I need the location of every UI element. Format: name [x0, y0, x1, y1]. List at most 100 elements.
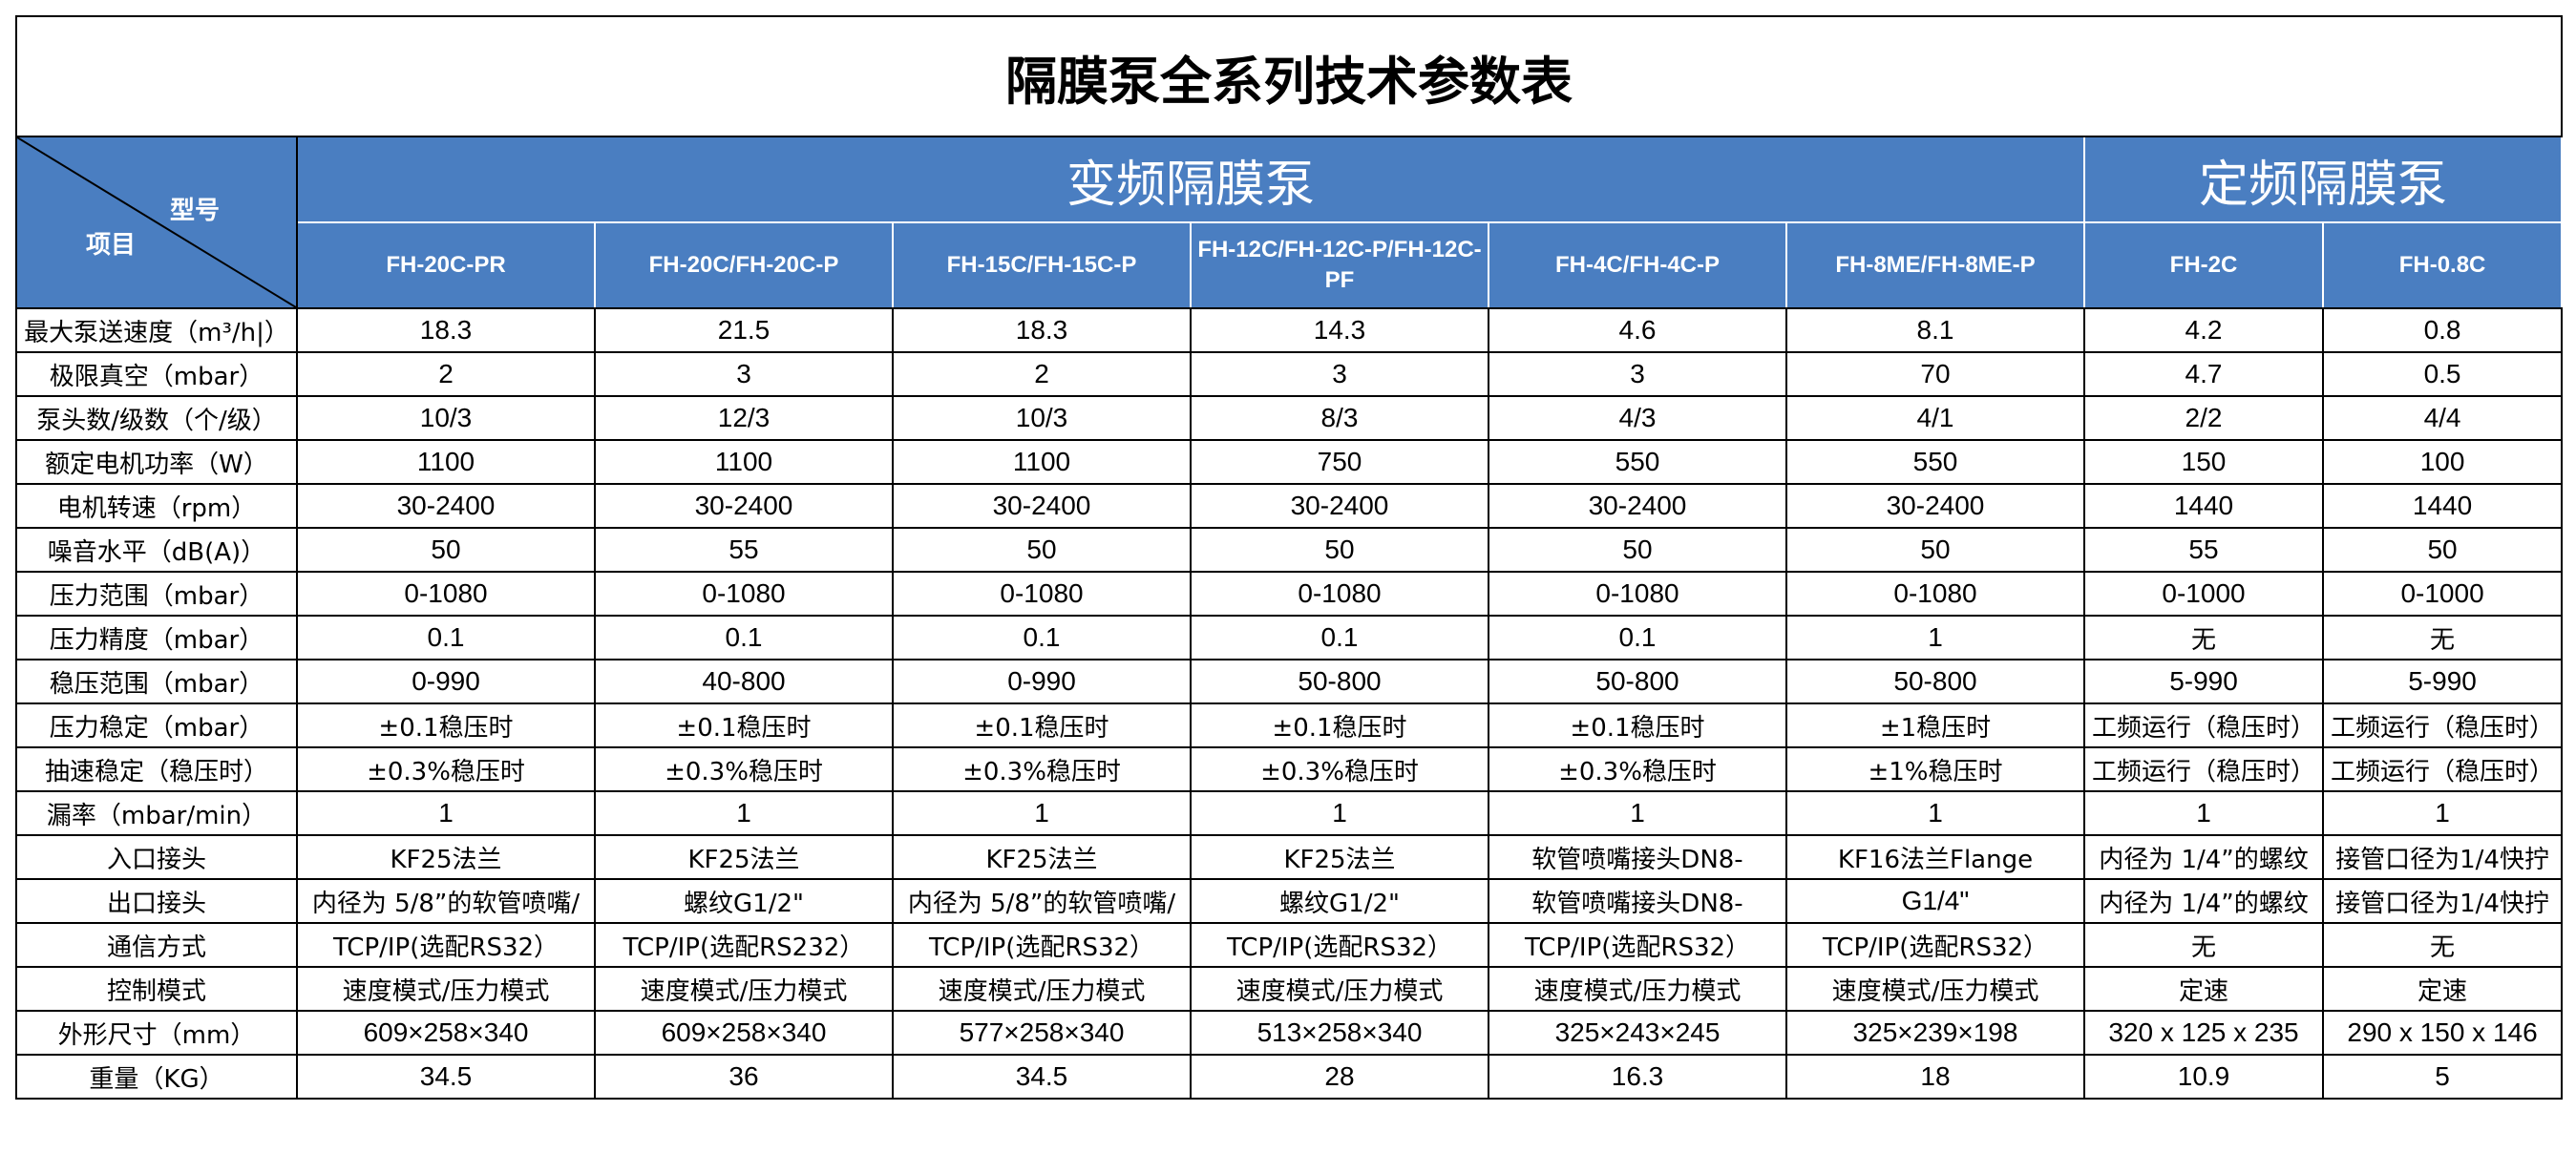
table-cell: 34.5	[296, 1054, 596, 1100]
table-cell: 无	[2321, 615, 2564, 660]
table-cell: KF25法兰	[296, 834, 596, 880]
table-cell: 0-1000	[2083, 571, 2324, 617]
table-cell: 5-990	[2083, 659, 2324, 704]
table-row: 电机转速（rpm） 30-2400 30-2400 30-2400 30-2400 30-…	[15, 483, 2564, 529]
row-label: 泵头数/级数（个/级）	[15, 395, 298, 441]
table-cell: 速度模式/压力模式	[892, 966, 1192, 1012]
table-cell: 定速	[2321, 966, 2564, 1012]
table-cell: 18	[1785, 1054, 2085, 1100]
table-cell: 速度模式/压力模式	[296, 966, 596, 1012]
row-label: 压力精度（mbar）	[15, 615, 298, 660]
table-cell: 0.1	[1190, 615, 1489, 660]
table-cell: 325×243×245	[1488, 1010, 1787, 1056]
row-label: 通信方式	[15, 922, 298, 968]
row-label: 重量（KG）	[15, 1054, 298, 1100]
table-cell: 接管口径为1/4快拧	[2321, 878, 2564, 924]
table-cell: 软管喷嘴接头DN8-	[1488, 878, 1787, 924]
model-header: FH-12C/FH-12C-P/FH-12C-PF	[1190, 221, 1489, 309]
table-row: 最大泵送速度（m³/h|） 18.3 21.5 18.3 14.3 4.6 8.1 4.2 0.…	[15, 307, 2564, 353]
table-cell: KF25法兰	[594, 834, 894, 880]
table-cell: 150	[2083, 439, 2324, 485]
table-cell: ±1稳压时	[1785, 702, 2085, 748]
spec-table: 隔膜泵全系列技术参数表 型号 项目 变频隔膜泵 定频隔膜泵 FH-20C-PR F…	[14, 15, 2564, 1100]
table-cell: 内径为 1/4”的螺纹	[2083, 834, 2324, 880]
corner-item-label: 项目	[86, 231, 137, 260]
table-row: 抽速稳定（稳压时） ±0.3%稳压时 ±0.3%稳压时 ±0.3%稳压时 ±0.3%稳压…	[15, 746, 2564, 792]
table-cell: 4/1	[1785, 395, 2085, 441]
table-cell: 速度模式/压力模式	[594, 966, 894, 1012]
row-label: 极限真空（mbar）	[15, 351, 298, 397]
table-cell: 10.9	[2083, 1054, 2324, 1100]
row-label: 漏率（mbar/min）	[15, 790, 298, 836]
table-row: 外形尺寸（mm） 609×258×340 609×258×340 577×258×34…	[15, 1010, 2564, 1056]
table-cell: 螺纹G1/2"	[1190, 878, 1489, 924]
table-cell: 50	[1785, 527, 2085, 573]
table-cell: 接管口径为1/4快拧	[2321, 834, 2564, 880]
table-cell: TCP/IP(选配RS32）	[1785, 922, 2085, 968]
table-cell: 0-1080	[296, 571, 596, 617]
table-cell: ±0.3%稳压时	[594, 746, 894, 792]
table-row: 额定电机功率（W） 1100 1100 1100 750 550 550 150 100	[15, 439, 2564, 485]
table-cell: 30-2400	[296, 483, 596, 529]
row-label: 压力稳定（mbar）	[15, 702, 298, 748]
table-cell: 速度模式/压力模式	[1785, 966, 2085, 1012]
table-cell: 0.1	[892, 615, 1192, 660]
table-cell: 12/3	[594, 395, 894, 441]
table-cell: 4.6	[1488, 307, 1787, 353]
table-cell: 50	[296, 527, 596, 573]
table-cell: 10/3	[296, 395, 596, 441]
table-cell: 3	[1488, 351, 1787, 397]
table-cell: 1100	[892, 439, 1192, 485]
model-header: FH-8ME/FH-8ME-P	[1785, 221, 2085, 309]
group-header-variable: 变频隔膜泵	[296, 136, 2085, 223]
table-cell: 1	[1190, 790, 1489, 836]
table-cell: 工频运行（稳压时）	[2321, 746, 2564, 792]
table-cell: 325×239×198	[1785, 1010, 2085, 1056]
table-cell: KF16法兰Flange	[1785, 834, 2085, 880]
table-row: 稳压范围（mbar） 0-990 40-800 0-990 50-800 50-800 50…	[15, 659, 2564, 704]
table-row: 压力精度（mbar） 0.1 0.1 0.1 0.1 0.1 1 无无	[15, 615, 2564, 660]
table-cell: 16.3	[1488, 1054, 1787, 1100]
table-cell: 30-2400	[1488, 483, 1787, 529]
table-cell: 无	[2083, 615, 2324, 660]
table-cell: 1	[1488, 790, 1787, 836]
table-cell: 工频运行（稳压时）	[2083, 702, 2324, 748]
table-cell: 21.5	[594, 307, 894, 353]
table-cell: 8/3	[1190, 395, 1489, 441]
table-cell: 4/4	[2321, 395, 2564, 441]
row-label: 外形尺寸（mm）	[15, 1010, 298, 1056]
table-cell: ±0.1稳压时	[296, 702, 596, 748]
table-cell: 18.3	[892, 307, 1192, 353]
model-header: FH-15C/FH-15C-P	[892, 221, 1192, 309]
table-row: 噪音水平（dB(A)） 50 55 50 50 50 50 55 50	[15, 527, 2564, 573]
table-cell: 50-800	[1190, 659, 1489, 704]
model-header: FH-20C/FH-20C-P	[594, 221, 894, 309]
table-row: 压力稳定（mbar） ±0.1稳压时 ±0.1稳压时 ±0.1稳压时 ±0.1稳压时 ±0…	[15, 702, 2564, 748]
table-cell: 无	[2083, 922, 2324, 968]
page-title: 隔膜泵全系列技术参数表	[14, 15, 2564, 137]
model-header: FH-0.8C	[2321, 221, 2564, 309]
model-header: FH-4C/FH-4C-P	[1488, 221, 1787, 309]
table-cell: 0-990	[296, 659, 596, 704]
table-cell: 8.1	[1785, 307, 2085, 353]
table-cell: ±0.1稳压时	[892, 702, 1192, 748]
table-cell: 1	[892, 790, 1192, 836]
row-label: 最大泵送速度（m³/h|）	[15, 307, 298, 353]
table-cell: 30-2400	[594, 483, 894, 529]
table-cell: 550	[1785, 439, 2085, 485]
table-cell: 0-1080	[1785, 571, 2085, 617]
row-label: 额定电机功率（W）	[15, 439, 298, 485]
row-label: 噪音水平（dB(A)）	[15, 527, 298, 573]
table-cell: 1	[1785, 615, 2085, 660]
table-cell: 320 x 125 x 235	[2083, 1010, 2324, 1056]
table-cell: 55	[594, 527, 894, 573]
table-cell: 4.2	[2083, 307, 2324, 353]
table-cell: 2	[296, 351, 596, 397]
table-row: 出口接头 内径为 5/8”的软管喷嘴/螺纹G1/2" 内径为 5/8”的软管喷嘴/螺…	[15, 878, 2564, 924]
table-cell: 36	[594, 1054, 894, 1100]
table-row: 通信方式 TCP/IP(选配RS32） TCP/IP(选配RS232） TCP/IP(…	[15, 922, 2564, 968]
row-label: 电机转速（rpm）	[15, 483, 298, 529]
table-cell: 1	[2321, 790, 2564, 836]
table-cell: 28	[1190, 1054, 1489, 1100]
table-cell: 750	[1190, 439, 1489, 485]
